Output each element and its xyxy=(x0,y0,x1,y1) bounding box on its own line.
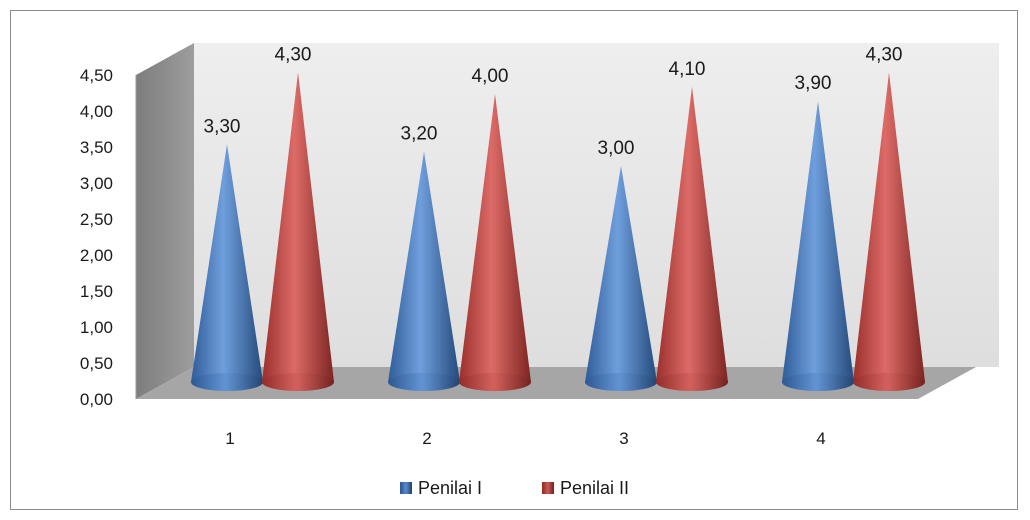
y-tick-label: 2,00 xyxy=(80,246,113,265)
y-tick-label: 4,50 xyxy=(80,66,113,85)
data-label-penilai-i-4: 3,90 xyxy=(795,73,832,94)
cone-penilai-i-2 xyxy=(388,151,460,391)
legend-label-penilai-ii: Penilai II xyxy=(560,478,629,498)
floor xyxy=(136,367,976,399)
cone-penilai-ii-1 xyxy=(262,72,334,392)
legend: Penilai I Penilai II xyxy=(400,478,629,498)
cone-marks xyxy=(191,72,925,392)
cone-chart: 0,00 0,50 1,00 1,50 2,00 2,50 3,00 3,50 4,00 4,50… xyxy=(80,43,999,498)
data-label-penilai-ii-2: 4,00 xyxy=(472,66,509,87)
cone-penilai-ii-3 xyxy=(656,86,728,392)
data-label-penilai-i-3: 3,00 xyxy=(598,138,635,159)
x-category-label-3: 3 xyxy=(619,429,628,448)
cone-penilai-i-3 xyxy=(585,166,657,391)
chart-frame: 0,00 0,50 1,00 1,50 2,00 2,50 3,00 3,50 4,00 4,50… xyxy=(10,10,1018,510)
x-category-label-4: 4 xyxy=(816,429,825,448)
legend-label-penilai-i: Penilai I xyxy=(418,478,482,498)
x-category-label-1: 1 xyxy=(225,429,234,448)
y-tick-label: 3,50 xyxy=(80,138,113,157)
data-label-penilai-i-1: 3,30 xyxy=(204,116,241,137)
data-label-penilai-ii-1: 4,30 xyxy=(275,44,312,65)
y-axis-ticks: 0,00 0,50 1,00 1,50 2,00 2,50 3,00 3,50 4,00 4,50 xyxy=(80,66,113,409)
data-labels: 3,30 4,30 3,20 4,00 3,00 4,10 3,90 4,30 xyxy=(204,44,903,159)
y-tick-label: 2,50 xyxy=(80,210,113,229)
y-tick-label: 0,00 xyxy=(80,390,113,409)
legend-swatch-penilai-ii xyxy=(542,482,554,494)
data-label-penilai-ii-4: 4,30 xyxy=(866,44,903,65)
y-tick-label: 1,00 xyxy=(80,318,113,337)
y-tick-label: 4,00 xyxy=(80,102,113,121)
x-axis-category-labels: 1 2 3 4 xyxy=(225,429,825,448)
side-wall xyxy=(136,43,194,399)
cone-penilai-i-4 xyxy=(782,101,854,391)
y-tick-label: 0,50 xyxy=(80,354,113,373)
x-category-label-2: 2 xyxy=(422,429,431,448)
cone-penilai-ii-4 xyxy=(853,72,925,392)
cone-penilai-i-1 xyxy=(191,144,263,391)
cone-penilai-ii-2 xyxy=(459,94,531,391)
legend-swatch-penilai-i xyxy=(400,482,412,494)
y-tick-label: 3,00 xyxy=(80,174,113,193)
y-tick-label: 1,50 xyxy=(80,282,113,301)
data-label-penilai-ii-3: 4,10 xyxy=(669,59,706,80)
data-label-penilai-i-2: 3,20 xyxy=(401,124,438,145)
